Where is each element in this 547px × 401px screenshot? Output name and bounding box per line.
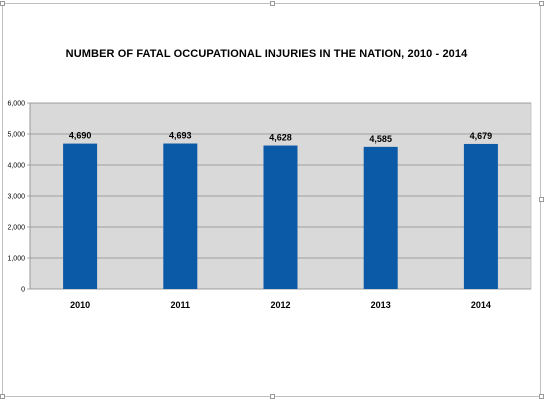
bar bbox=[263, 145, 298, 289]
data-label: 4,585 bbox=[369, 134, 392, 144]
resize-handle-top-right[interactable] bbox=[539, 1, 544, 6]
chart-title: NUMBER OF FATAL OCCUPATIONAL INJURIES IN… bbox=[65, 48, 468, 60]
x-tick-label: 2011 bbox=[171, 300, 191, 310]
y-tick-label: 1,000 bbox=[7, 256, 25, 263]
x-tick-label: 2010 bbox=[70, 300, 90, 310]
chart-area[interactable]: NUMBER OF FATAL OCCUPATIONAL INJURIES IN… bbox=[2, 3, 541, 397]
x-tick-label: 2012 bbox=[270, 300, 290, 310]
bar-chart: 0 1,000 2,000 3,000 4,000 5,000 6,000 4,690 2010… bbox=[7, 101, 532, 310]
data-label: 4,693 bbox=[169, 131, 192, 141]
bar bbox=[163, 143, 198, 289]
x-tick-label: 2013 bbox=[371, 300, 391, 310]
data-label: 4,679 bbox=[470, 131, 493, 141]
bar bbox=[63, 143, 98, 289]
resize-handle-middle-right[interactable] bbox=[539, 197, 544, 202]
resize-handle-bottom-left[interactable] bbox=[0, 394, 5, 399]
bar bbox=[363, 146, 398, 289]
y-tick-label: 0 bbox=[21, 287, 25, 294]
y-tick-label: 4,000 bbox=[7, 163, 25, 170]
data-label: 4,690 bbox=[69, 131, 92, 141]
resize-handle-top-left[interactable] bbox=[0, 1, 5, 6]
bar bbox=[463, 143, 498, 289]
resize-handle-bottom-right[interactable] bbox=[539, 394, 544, 399]
y-tick-label: 3,000 bbox=[7, 194, 25, 201]
data-label: 4,628 bbox=[269, 133, 292, 143]
y-tick-label: 6,000 bbox=[7, 101, 25, 108]
resize-handle-bottom-middle[interactable] bbox=[270, 394, 275, 399]
resize-handle-top-middle[interactable] bbox=[270, 1, 275, 6]
x-tick-label: 2014 bbox=[471, 300, 491, 310]
y-tick-label: 2,000 bbox=[7, 225, 25, 232]
y-tick-label: 5,000 bbox=[7, 132, 25, 139]
